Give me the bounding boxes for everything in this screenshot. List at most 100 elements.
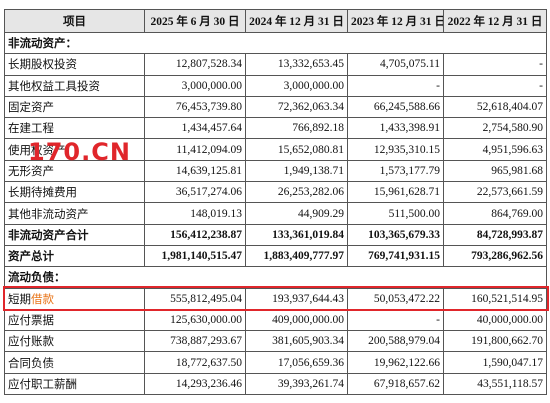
table-row: 短期借款 555,812,495.04 193,937,644.43 50,053,4… — [4, 287, 547, 310]
header-cell: 2025 年 6 月 30 日 — [144, 9, 246, 33]
value-cell: 15,961,628.71 — [347, 181, 444, 204]
value-cell: 381,605,903.34 — [245, 330, 348, 353]
value-cell: - — [347, 74, 444, 97]
value-cell: 52,618,404.07 — [443, 95, 547, 119]
table-row: 其他非流动资产 148,019.13 44,909.29 511,500.00 864,… — [4, 202, 547, 225]
table-row: 长期待摊费用 36,517,274.06 26,253,282.06 15,961,6… — [4, 181, 547, 204]
value-cell: 2,754,580.90 — [443, 117, 547, 140]
row-label: 资产总计 — [4, 244, 145, 268]
value-cell: 12,807,528.34 — [144, 53, 246, 76]
value-cell: 72,362,063.34 — [245, 95, 348, 119]
value-cell: 39,393,261.74 — [245, 372, 348, 396]
value-cell: 43,551,118.57 — [443, 372, 547, 396]
value-cell: 200,588,979.04 — [347, 330, 444, 353]
value-cell: 11,412,094.09 — [144, 138, 246, 161]
header-cell: 2023 年 12 月 31 日 — [347, 9, 444, 33]
row-label: 非流动资产合计 — [4, 223, 145, 246]
label-part: 短期 — [8, 293, 31, 306]
value-cell: 766,892.18 — [245, 117, 348, 140]
value-cell: 15,652,080.81 — [245, 138, 348, 161]
table-row: 固定资产 76,453,739.80 72,362,063.34 66,245,588… — [4, 95, 547, 119]
header-row: 项目 2025 年 6 月 30 日 2024 年 12 月 31 日 2023 年 … — [4, 9, 547, 33]
value-cell: 1,434,457.64 — [144, 117, 246, 140]
value-cell: 17,056,659.36 — [245, 351, 348, 374]
table-wrapper: 项目 2025 年 6 月 30 日 2024 年 12 月 31 日 2023 年 … — [4, 9, 547, 396]
row-label: 其他非流动资产 — [4, 202, 145, 225]
value-cell: 555,812,495.04 — [144, 287, 246, 310]
row-label: 应付职工薪酬 — [4, 372, 145, 396]
table-body: 非流动资产： 长期股权投资 12,807,528.34 13,332,653.45 4,… — [4, 31, 547, 396]
row-label: 长期待摊费用 — [4, 181, 145, 204]
value-cell: 13,332,653.45 — [245, 53, 348, 76]
value-cell: 409,000,000.00 — [245, 308, 348, 332]
table-row: 非流动资产合计 156,412,238.87 133,361,019.84 103,3… — [4, 223, 547, 246]
value-cell: 3,000,000.00 — [245, 74, 348, 97]
table-row: 非流动资产： — [4, 31, 547, 55]
table-row: 应付票据 125,630,000.00 409,000,000.00-40,000,… — [4, 308, 547, 332]
row-label: 固定资产 — [4, 95, 145, 119]
row-label: 应付票据 — [4, 308, 145, 332]
value-cell: 193,937,644.43 — [245, 287, 348, 310]
value-cell: 1,981,140,515.47 — [144, 244, 246, 268]
value-cell: 50,053,472.22 — [347, 287, 444, 310]
value-cell: 22,573,661.59 — [443, 181, 547, 204]
value-cell: 26,253,282.06 — [245, 181, 348, 204]
row-label: 短期借款 — [4, 287, 145, 310]
watermark: 170.CN — [28, 138, 131, 166]
value-cell: 18,772,637.50 — [144, 351, 246, 374]
value-cell: 125,630,000.00 — [144, 308, 246, 332]
value-cell: 40,000,000.00 — [443, 308, 547, 332]
value-cell: 511,500.00 — [347, 202, 444, 225]
value-cell: - — [443, 53, 547, 76]
value-cell: 66,245,588.66 — [347, 95, 444, 119]
value-cell: 44,909.29 — [245, 202, 348, 225]
value-cell: 36,517,274.06 — [144, 181, 246, 204]
value-cell: 3,000,000.00 — [144, 74, 246, 97]
table-row: 长期股权投资 12,807,528.34 13,332,653.45 4,705,07… — [4, 53, 547, 76]
row-label: 合同负债 — [4, 351, 145, 374]
header-cell: 2024 年 12 月 31 日 — [245, 9, 348, 33]
table-row: 应付账款 738,887,293.67 381,605,903.34 200,588,… — [4, 330, 547, 353]
value-cell: 14,639,125.81 — [144, 159, 246, 183]
table-row: 流动负债： — [4, 266, 547, 289]
label-part: 借款 — [31, 293, 54, 306]
value-cell: 1,883,409,777.97 — [245, 244, 348, 268]
row-label: 长期股权投资 — [4, 53, 145, 76]
header-cell: 2022 年 12 月 31 日 — [443, 9, 547, 33]
value-cell: 148,019.13 — [144, 202, 246, 225]
value-cell: 769,741,931.15 — [347, 244, 444, 268]
table-row: 资产总计 1,981,140,515.47 1,883,409,777.97 769,… — [4, 244, 547, 268]
row-label: 应付账款 — [4, 330, 145, 353]
value-cell: 793,286,962.56 — [443, 244, 547, 268]
row-label: 其他权益工具投资 — [4, 74, 145, 97]
value-cell: 864,769.00 — [443, 202, 547, 225]
value-cell: 4,951,596.63 — [443, 138, 547, 161]
value-cell: 1,573,177.79 — [347, 159, 444, 183]
balance-table: 项目 2025 年 6 月 30 日 2024 年 12 月 31 日 2023 年 … — [4, 9, 547, 396]
value-cell: 4,705,075.11 — [347, 53, 444, 76]
value-cell: 1,949,138.71 — [245, 159, 348, 183]
table-row: 合同负债 18,772,637.50 17,056,659.36 19,962,122… — [4, 351, 547, 374]
value-cell: 191,800,662.70 — [443, 330, 547, 353]
value-cell: 12,935,310.15 — [347, 138, 444, 161]
value-cell: 965,981.68 — [443, 159, 547, 183]
table-row: 应付职工薪酬 14,293,236.46 39,393,261.74 67,918,6… — [4, 372, 547, 396]
value-cell: 160,521,514.95 — [443, 287, 547, 310]
value-cell: 19,962,122.66 — [347, 351, 444, 374]
value-cell: 133,361,019.84 — [245, 223, 348, 246]
value-cell: 14,293,236.46 — [144, 372, 246, 396]
value-cell: 738,887,293.67 — [144, 330, 246, 353]
header-cell: 项目 — [4, 9, 145, 33]
table-row: 在建工程 1,434,457.64 766,892.18 1,433,398.91 2,… — [4, 117, 547, 140]
value-cell: 84,728,993.87 — [443, 223, 547, 246]
value-cell: 1,590,047.17 — [443, 351, 547, 374]
value-cell: - — [443, 74, 547, 97]
section-label: 流动负债： — [4, 266, 547, 289]
value-cell: 1,433,398.91 — [347, 117, 444, 140]
value-cell: 67,918,657.62 — [347, 372, 444, 396]
section-label: 非流动资产： — [4, 31, 547, 55]
value-cell: 156,412,238.87 — [144, 223, 246, 246]
table-row: 使用权资产 11,412,094.09 15,652,080.81 12,935,31… — [4, 138, 547, 161]
value-cell: 103,365,679.33 — [347, 223, 444, 246]
